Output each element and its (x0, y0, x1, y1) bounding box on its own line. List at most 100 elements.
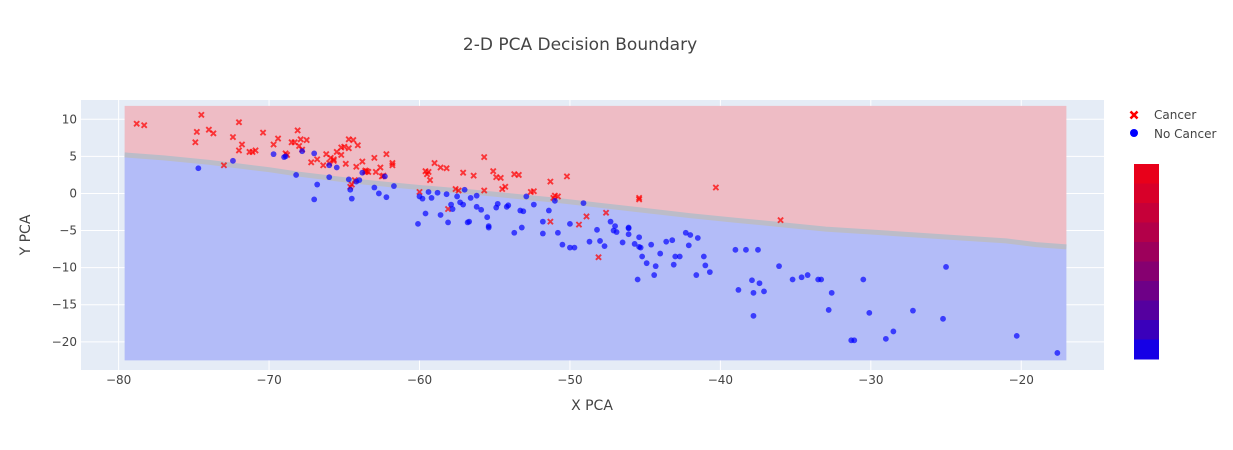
no-cancer-point[interactable] (657, 250, 664, 257)
no-cancer-point[interactable] (425, 189, 432, 195)
no-cancer-point[interactable] (750, 312, 757, 319)
no-cancer-point[interactable] (353, 178, 360, 185)
cancer-point[interactable] (426, 176, 434, 184)
no-cancer-point[interactable] (464, 219, 471, 226)
no-cancer-point[interactable] (639, 253, 646, 260)
cancer-point[interactable] (229, 133, 237, 141)
no-cancer-point[interactable] (326, 162, 333, 169)
no-cancer-point[interactable] (485, 223, 492, 229)
cancer-point[interactable] (330, 156, 338, 163)
cancer-point[interactable] (459, 169, 467, 176)
no-cancer-point[interactable] (448, 201, 454, 208)
cancer-point[interactable] (220, 162, 228, 169)
no-cancer-point[interactable] (539, 230, 546, 237)
cancer-point[interactable] (345, 136, 353, 143)
cancer-point[interactable] (497, 174, 505, 182)
no-cancer-point[interactable] (449, 206, 456, 212)
cancer-point[interactable] (455, 187, 462, 194)
no-cancer-point[interactable] (625, 224, 632, 231)
cancer-point[interactable] (777, 216, 784, 224)
cancer-point[interactable] (547, 218, 554, 225)
cancer-point[interactable] (337, 151, 345, 159)
cancer-point[interactable] (210, 130, 217, 137)
no-cancer-point[interactable] (636, 234, 643, 241)
cancer-point[interactable] (354, 141, 362, 149)
no-cancer-point[interactable] (434, 189, 441, 196)
no-cancer-point[interactable] (594, 226, 600, 233)
no-cancer-point[interactable] (798, 274, 805, 281)
no-cancer-point[interactable] (454, 193, 461, 200)
no-cancer-point[interactable] (539, 218, 546, 225)
cancer-point[interactable] (377, 164, 384, 171)
no-cancer-point[interactable] (473, 192, 480, 199)
no-cancer-point[interactable] (749, 277, 755, 284)
cancer-point[interactable] (238, 141, 246, 148)
no-cancer-point[interactable] (195, 165, 202, 172)
cancer-point[interactable] (319, 162, 327, 169)
no-cancer-point[interactable] (345, 176, 352, 183)
no-cancer-point[interactable] (571, 244, 578, 251)
no-cancer-point[interactable] (825, 307, 832, 313)
cancer-point[interactable] (297, 136, 304, 143)
no-cancer-point[interactable] (652, 263, 659, 270)
no-cancer-point[interactable] (478, 206, 485, 213)
no-cancer-point[interactable] (518, 224, 525, 231)
no-cancer-point[interactable] (391, 183, 397, 189)
no-cancer-point[interactable] (467, 195, 474, 201)
no-cancer-point[interactable] (663, 238, 670, 245)
cancer-point[interactable] (501, 183, 509, 191)
no-cancer-point[interactable] (293, 172, 300, 178)
cancer-point[interactable] (527, 188, 535, 196)
no-cancer-point[interactable] (637, 244, 644, 251)
cancer-point[interactable] (480, 153, 488, 161)
cancer-point[interactable] (480, 187, 488, 194)
no-cancer-point[interactable] (815, 276, 822, 283)
cancer-point[interactable] (492, 173, 500, 181)
cancer-point[interactable] (192, 139, 199, 146)
cancer-point[interactable] (350, 136, 357, 144)
no-cancer-point[interactable] (326, 174, 333, 181)
no-cancer-point[interactable] (607, 218, 614, 225)
no-cancer-point[interactable] (910, 307, 916, 314)
no-cancer-point[interactable] (943, 263, 949, 270)
no-cancer-point[interactable] (756, 280, 763, 287)
cancer-point[interactable] (259, 129, 267, 136)
legend-item-no-cancer[interactable]: No Cancer (1130, 127, 1216, 141)
cancer-point[interactable] (712, 184, 720, 191)
cancer-point[interactable] (635, 194, 643, 202)
no-cancer-point[interactable] (567, 244, 573, 251)
no-cancer-point[interactable] (523, 193, 530, 200)
cancer-point[interactable] (583, 213, 590, 220)
no-cancer-point[interactable] (700, 253, 707, 260)
no-cancer-point[interactable] (551, 197, 558, 204)
no-cancer-point[interactable] (610, 227, 617, 234)
cancer-point[interactable] (515, 171, 523, 179)
no-cancer-point[interactable] (1054, 350, 1061, 356)
no-cancer-point[interactable] (755, 246, 761, 253)
no-cancer-point[interactable] (828, 289, 835, 296)
no-cancer-point[interactable] (789, 276, 796, 283)
cancer-point[interactable] (252, 147, 259, 154)
cancer-point[interactable] (595, 253, 602, 261)
no-cancer-point[interactable] (651, 272, 658, 278)
no-cancer-point[interactable] (860, 276, 867, 283)
cancer-point[interactable] (383, 150, 390, 158)
no-cancer-point[interactable] (672, 253, 679, 260)
no-cancer-point[interactable] (682, 229, 689, 236)
no-cancer-point[interactable] (601, 243, 608, 250)
no-cancer-point[interactable] (428, 195, 435, 201)
no-cancer-point[interactable] (580, 200, 587, 207)
cancer-point[interactable] (345, 144, 353, 152)
no-cancer-point[interactable] (706, 269, 713, 275)
no-cancer-point[interactable] (732, 246, 739, 253)
no-cancer-point[interactable] (230, 157, 236, 164)
cancer-point[interactable] (444, 205, 452, 213)
cancer-point[interactable] (235, 147, 243, 154)
no-cancer-point[interactable] (443, 191, 450, 198)
no-cancer-point[interactable] (348, 195, 355, 202)
no-cancer-point[interactable] (422, 210, 429, 217)
cancer-point[interactable] (337, 144, 345, 151)
cancer-point[interactable] (389, 159, 396, 167)
cancer-point[interactable] (235, 118, 243, 126)
no-cancer-point[interactable] (804, 272, 811, 278)
